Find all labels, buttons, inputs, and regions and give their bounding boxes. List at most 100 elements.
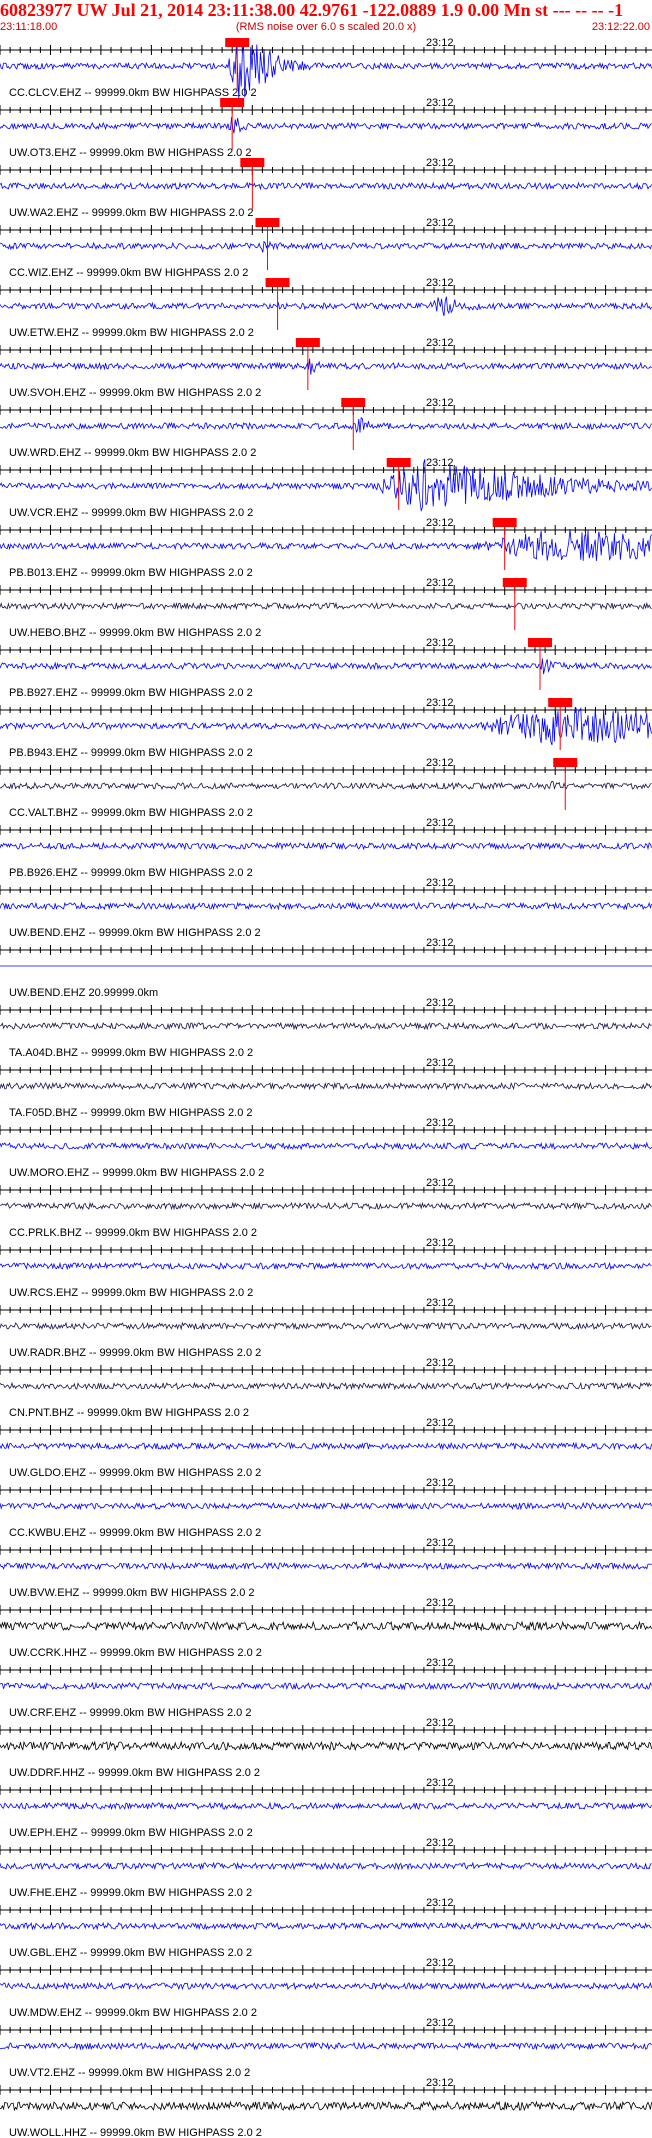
station-label: TA.F05D.BHZ -- 99999.0km BW HIGHPASS 2.0… [9,1107,253,1119]
waveform [0,416,652,434]
pick-flag [341,398,366,407]
waveform [0,240,652,253]
pick-flag [255,218,280,227]
trace-row: 23:12 UW.ETW.EHZ -- 99999.0km BW HIGHPASS… [0,277,652,339]
minute-marker-label: 23:12 [426,1237,454,1249]
station-label: UW.CCRK.HHZ -- 99999.0km BW HIGHPASS 2.0… [9,1647,262,1659]
trace-row: 23:12 UW.CRF.EHZ -- 99999.0km BW HIGHPASS… [0,1657,652,1719]
seismogram-plot: 23:12 CC.CLCV.EHZ -- 99999.0km BW HIGHPAS… [0,37,652,2138]
trace-row: 23:12 PB.B943.EHZ -- 99999.0km BW HIGHPAS… [0,697,652,759]
waveform [0,1321,652,1331]
minute-marker-label: 23:12 [426,817,454,829]
minute-marker-label: 23:12 [426,157,454,169]
trace-row: 23:12 UW.BVW.EHZ -- 99999.0km BW HIGHPASS… [0,1537,652,1599]
trace-row: 23:12 PB.B927.EHZ -- 99999.0km BW HIGHPAS… [0,637,652,699]
waveform [0,1620,652,1632]
trace-row: 23:12 UW.CCRK.HHZ -- 99999.0km BW HIGHPAS… [0,1597,652,1659]
trace-row: 23:12 CC.VALT.BHZ -- 99999.0km BW HIGHPAS… [0,757,652,819]
waveform [0,706,652,746]
waveform [0,1501,652,1511]
pick-flag [553,758,578,767]
station-label: UW.BEND.EHZ -- 99999.0km BW HIGHPASS 2.0… [9,927,261,939]
trace-row: 23:12 UW.WRD.EHZ -- 99999.0km BW HIGHPASS… [0,397,652,459]
axis-ticks [0,1545,647,1555]
minute-marker-label: 23:12 [426,97,454,109]
station-label: UW.MORO.EHZ -- 99999.0km BW HIGHPASS 2.0… [9,1167,264,1179]
pick-flag [528,638,553,647]
waveform [0,1441,652,1451]
trace-row: 23:12 UW.HEBO.BHZ -- 99999.0km BW HIGHPAS… [0,577,652,639]
station-label: UW.SVOH.EHZ -- 99999.0km BW HIGHPASS 2.0… [9,387,261,399]
axis-ticks [0,1425,647,1435]
waveform [0,1921,652,1931]
waveform [0,601,652,611]
axis-ticks [0,285,647,295]
station-label: UW.GBL.EHZ -- 99999.0km BW HIGHPASS 2.0 … [9,1947,252,1959]
waveform [0,1740,652,1752]
axis-ticks [0,405,647,415]
trace-row: 23:12 CN.PNT.BHZ -- 99999.0km BW HIGHPASS… [0,1357,652,1419]
axis-ticks [0,825,647,835]
axis-ticks [0,1845,647,1855]
minute-marker-label: 23:12 [426,1957,454,1969]
trace-row: 23:12 UW.GLDO.EHZ -- 99999.0km BW HIGHPAS… [0,1417,652,1479]
station-label: CC.KWBU.EHZ -- 99999.0km BW HIGHPASS 2.0… [9,1527,261,1539]
waveform [0,181,652,191]
waveform [0,1861,652,1871]
waveform [0,1801,652,1811]
minute-marker-label: 23:12 [426,997,454,1009]
station-label: PB.B927.EHZ -- 99999.0km BW HIGHPASS 2.0… [9,687,253,699]
trace-row: 23:12 UW.MDW.EHZ -- 99999.0km BW HIGHPASS… [0,1957,652,2019]
minute-marker-label: 23:12 [426,517,454,529]
pick-flag [386,458,411,467]
waveform [0,658,652,675]
minute-marker-label: 23:12 [426,37,454,49]
axis-ticks [0,885,647,895]
waveform [0,841,652,851]
axis-ticks [0,1665,647,1675]
minute-marker-label: 23:12 [426,1717,454,1729]
minute-marker-label: 23:12 [426,1477,454,1489]
minute-marker-label: 23:12 [426,1837,454,1849]
waveform [0,901,652,911]
trace-row: 23:12 UW.BEND.EHZ 20.99999.0km [0,937,652,999]
waveform [0,1021,652,1031]
station-label: TA.A04D.BHZ -- 99999.0km BW HIGHPASS 2.0… [9,1047,253,1059]
station-label: UW.DDRF.HHZ -- 99999.0km BW HIGHPASS 2.0… [9,1767,260,1779]
station-label: UW.GLDO.EHZ -- 99999.0km BW HIGHPASS 2.0… [9,1467,261,1479]
waveform [0,1261,652,1271]
trace-row: 23:12 PB.B013.EHZ -- 99999.0km BW HIGHPAS… [0,517,652,579]
waveform [0,1681,652,1691]
station-label: UW.VT2.EHZ -- 99999.0km BW HIGHPASS 2.0 … [9,2067,250,2079]
trace-row: 23:12 UW.GBL.EHZ -- 99999.0km BW HIGHPASS… [0,1897,652,1959]
minute-marker-label: 23:12 [426,217,454,229]
trace-row: 23:12 UW.BEND.EHZ -- 99999.0km BW HIGHPAS… [0,877,652,939]
axis-ticks [0,45,647,55]
plot-header: 60823977 UW Jul 21, 2014 23:11:38.00 42.… [0,0,652,36]
minute-marker-label: 23:12 [426,1417,454,1429]
minute-marker-label: 23:12 [426,1597,454,1609]
minute-marker-label: 23:12 [426,1897,454,1909]
minute-marker-label: 23:12 [426,337,454,349]
minute-marker-label: 23:12 [426,757,454,769]
axis-ticks [0,1365,647,1375]
station-label: CC.PRLK.BHZ -- 99999.0km BW HIGHPASS 2.0… [9,1227,257,1239]
axis-ticks [0,1305,647,1315]
minute-marker-label: 23:12 [426,1297,454,1309]
axis-ticks [0,1065,647,1075]
station-label: UW.HEBO.BHZ -- 99999.0km BW HIGHPASS 2.0… [9,627,261,639]
axis-ticks [0,2085,647,2095]
trace-row: 23:12 UW.VT2.EHZ -- 99999.0km BW HIGHPASS… [0,2017,652,2079]
minute-marker-label: 23:12 [426,1657,454,1669]
station-label: UW.VCR.EHZ -- 99999.0km BW HIGHPASS 2.0 … [9,507,253,519]
station-label: UW.FHE.EHZ -- 99999.0km BW HIGHPASS 2.0 … [9,1887,252,1899]
pick-flag [548,698,573,707]
axis-ticks [0,465,647,475]
axis-ticks [0,1485,647,1495]
minute-marker-label: 23:12 [426,1057,454,1069]
axis-ticks [0,225,647,235]
trace-row: 23:12 CC.CLCV.EHZ -- 99999.0km BW HIGHPAS… [0,37,652,100]
axis-ticks [0,1185,647,1195]
station-label: UW.RCS.EHZ -- 99999.0km BW HIGHPASS 2.0 … [9,1287,253,1299]
station-label: UW.CRF.EHZ -- 99999.0km BW HIGHPASS 2.0 … [9,1707,251,1719]
